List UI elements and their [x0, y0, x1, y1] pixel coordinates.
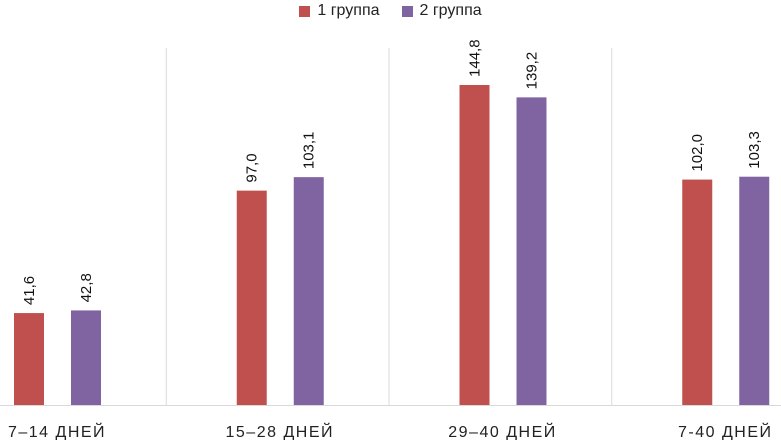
bar-2-4 — [739, 176, 770, 405]
legend-swatch-group-1 — [299, 5, 311, 17]
bar-2-3 — [516, 97, 547, 406]
x-tick-label-2: 15–28 ДНЕЙ — [226, 422, 335, 440]
data-label-1-4: 102,0 — [689, 134, 706, 172]
bar-1-3 — [459, 84, 490, 405]
x-tick-label-1: 7–14 ДНЕЙ — [8, 422, 106, 440]
data-label-1-3: 144,8 — [467, 39, 484, 77]
legend-item-group-2: 2 группа — [401, 2, 482, 20]
x-tick-label-3: 29–40 ДНЕЙ — [448, 422, 557, 440]
legend-swatch-group-2 — [401, 5, 413, 17]
bar-2-1 — [71, 310, 101, 405]
legend-label-group-1: 1 группа — [317, 2, 380, 19]
legend: 1 группа 2 группа — [0, 0, 781, 22]
bar-1-4 — [682, 179, 713, 405]
data-label-1-1: 41,6 — [21, 276, 38, 305]
data-label-2-1: 42,8 — [78, 273, 95, 302]
x-tick-label-4: 7-40 ДНЕЙ — [678, 422, 773, 440]
data-label-2-3: 139,2 — [524, 52, 541, 90]
data-label-2-2: 103,1 — [301, 132, 318, 170]
legend-label-group-2: 2 группа — [419, 2, 482, 19]
data-label-2-4: 103,3 — [746, 131, 763, 169]
data-label-1-2: 97,0 — [244, 153, 261, 182]
bar-1-2 — [236, 190, 267, 405]
bar-2-2 — [293, 177, 324, 405]
legend-item-group-1: 1 группа — [299, 2, 380, 20]
bar-1-1 — [14, 313, 44, 405]
